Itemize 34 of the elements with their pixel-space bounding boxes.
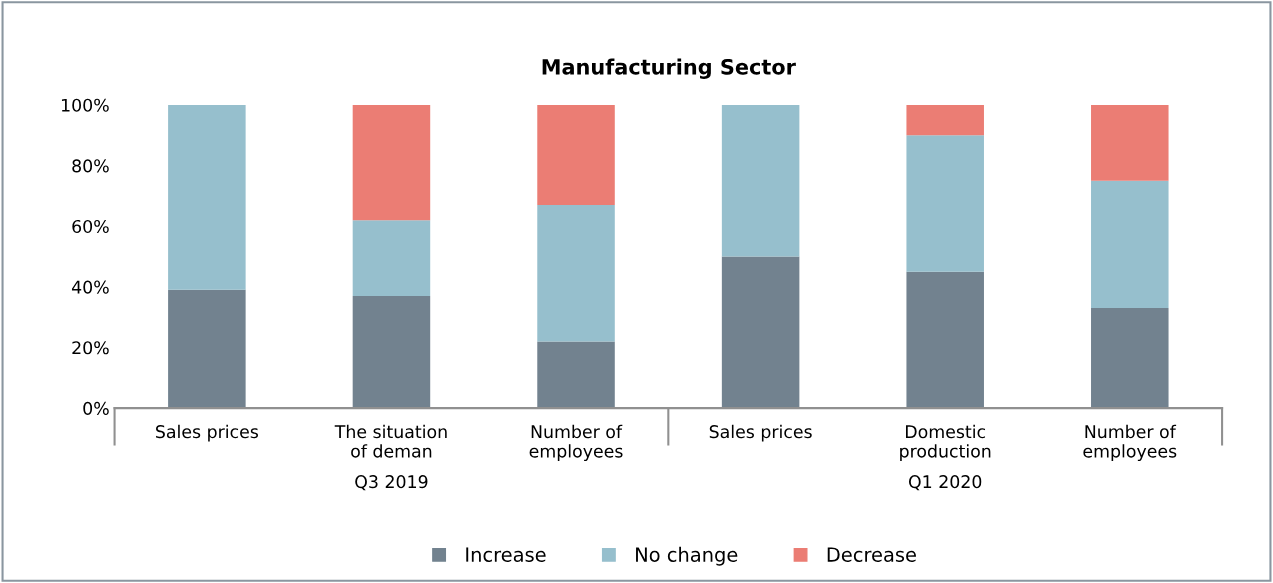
x-tick-label: Number of employees [529,424,623,462]
bar [1091,180,1169,309]
x-tick-label: Sales prices [156,424,258,442]
bar [721,256,800,409]
legend-label: Decrease [827,547,916,562]
x-tick-label: Number of employees [1083,424,1177,462]
bar [537,341,615,409]
y-tick-label: 20% [72,341,109,355]
y-tick-label: 0% [83,401,109,415]
x-tick-label: Domestic production [900,424,991,462]
y-tick-label: 80% [72,159,109,173]
legend-label: Increase [466,547,546,562]
y-tick-label: 60% [72,219,109,234]
x-tick-label: Sales prices [709,424,812,442]
bar [906,135,984,272]
text: Q3 2019 [355,475,428,491]
bar [721,104,800,257]
y-tick-label: 100% [61,98,109,112]
bar [906,271,984,409]
bar [537,104,615,205]
bar [352,220,431,296]
bar [168,104,246,290]
x-tick-label: The situation of deman [334,424,447,458]
bar [1091,104,1169,181]
bar [352,295,431,409]
bar [1091,308,1169,409]
text: Q1 2020 [908,475,982,491]
legend-label: No change [636,546,738,566]
bar [352,104,431,221]
bar [537,204,615,342]
chart-title: Manufacturing Sector [542,58,796,79]
bar [168,289,246,409]
y-tick-label: 40% [71,280,109,294]
bar [906,104,984,136]
